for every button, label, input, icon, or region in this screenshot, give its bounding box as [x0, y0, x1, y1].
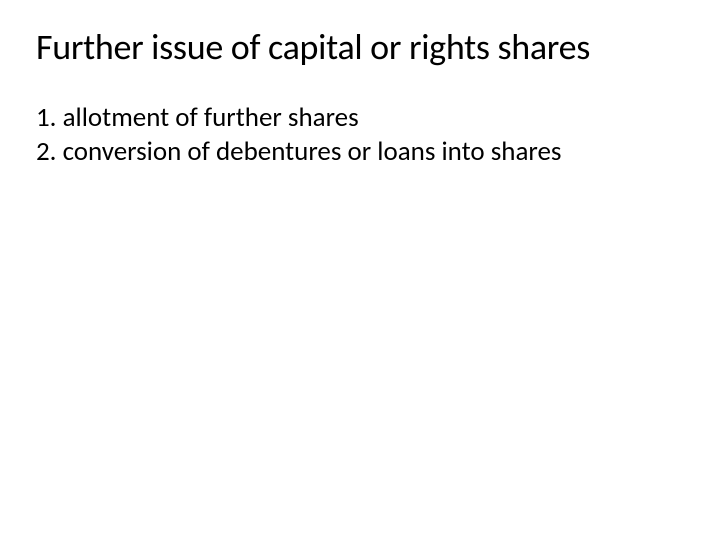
- slide-body: 1. allotment of further shares 2. conver…: [36, 101, 684, 169]
- list-item: 1. allotment of further shares: [36, 101, 684, 135]
- slide-title: Further issue of capital or rights share…: [36, 26, 684, 69]
- list-item: 2. conversion of debentures or loans int…: [36, 135, 684, 169]
